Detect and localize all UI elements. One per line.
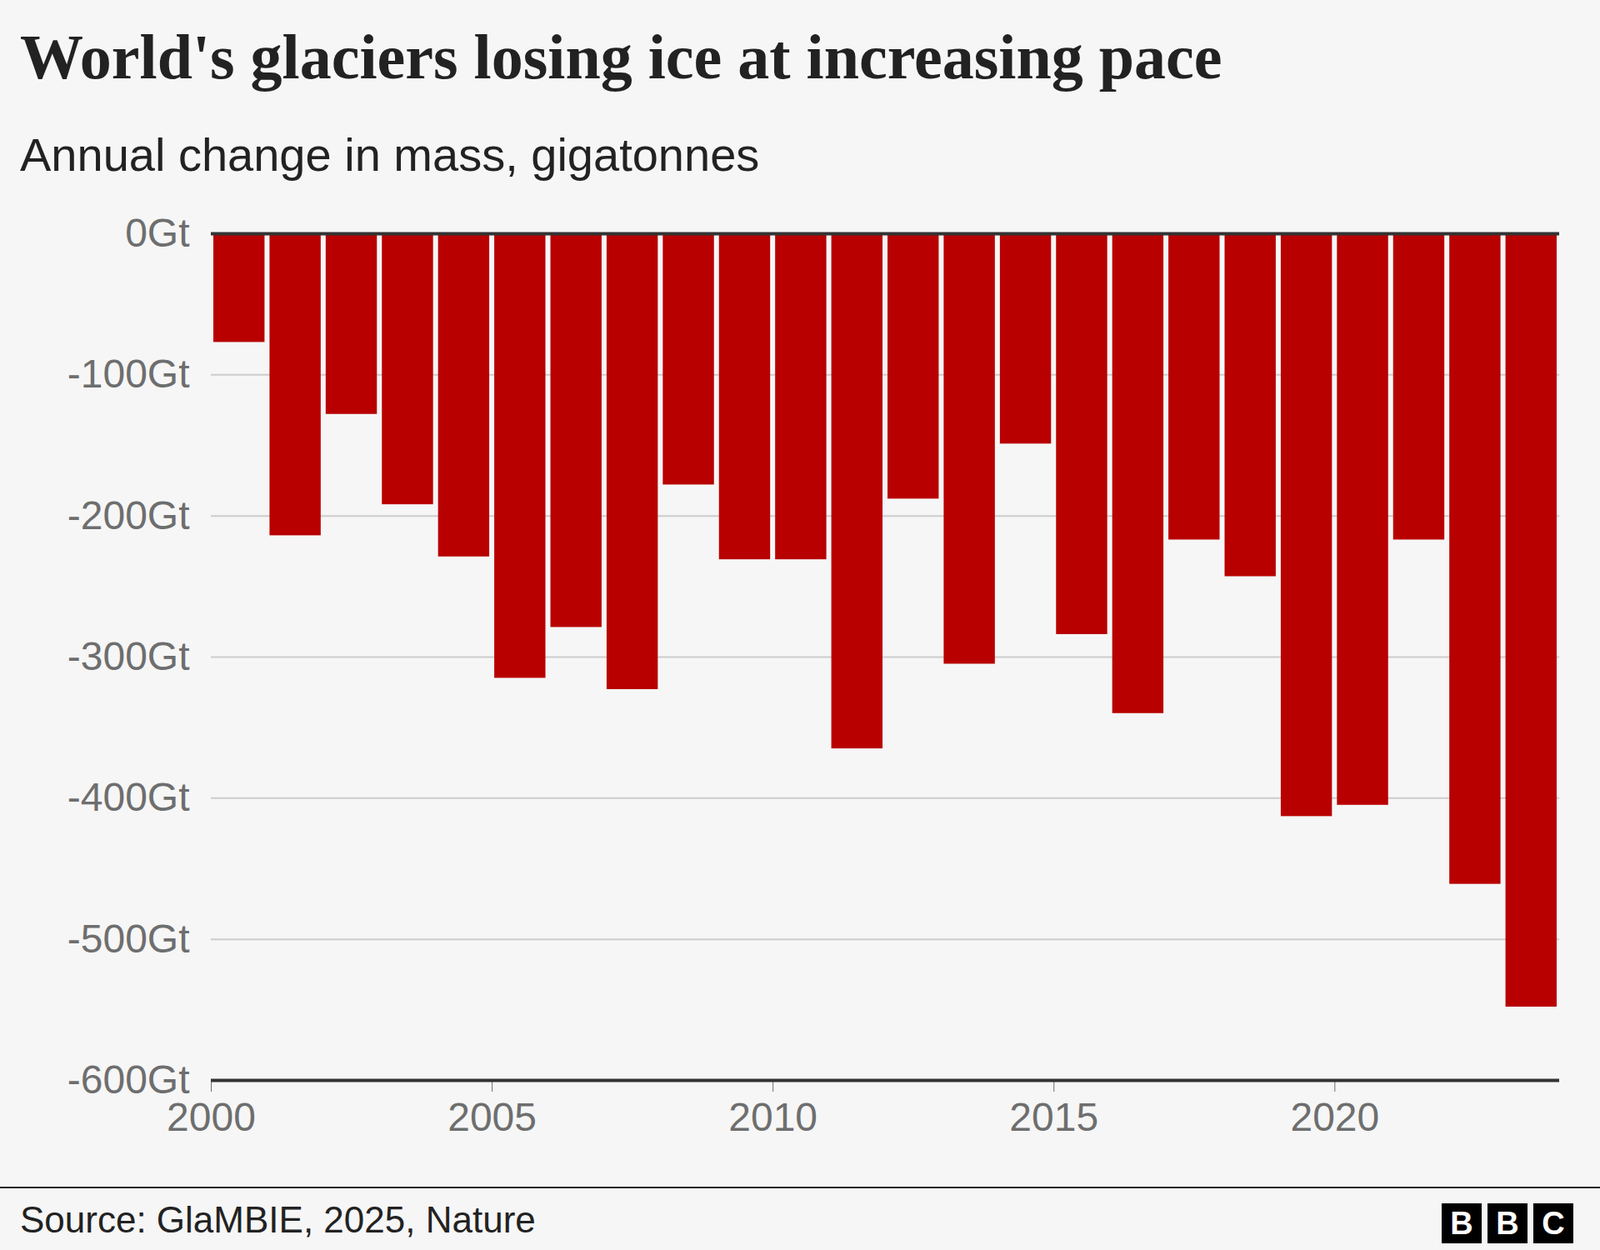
svg-text:2010: 2010	[728, 1095, 818, 1140]
svg-text:2005: 2005	[447, 1095, 537, 1140]
svg-text:-500Gt: -500Gt	[67, 916, 190, 961]
svg-text:2015: 2015	[1009, 1095, 1099, 1140]
svg-text:2020: 2020	[1290, 1095, 1380, 1140]
html-text:World's glaciers losing ice at: World's glaciers losing ice at increasin…	[20, 21, 1223, 92]
html-text:Annual change in mass, gigaton: Annual change in mass, gigatonnes	[20, 128, 760, 181]
html-text:B: B	[1450, 1205, 1474, 1241]
svg-text:-400Gt: -400Gt	[67, 775, 190, 820]
html-text:B: B	[1496, 1205, 1519, 1241]
svg-text:-200Gt: -200Gt	[67, 493, 190, 538]
html-text:Source: GlaMBIE, 2025, Nature: Source: GlaMBIE, 2025, Nature	[20, 1199, 536, 1240]
svg-text:-600Gt: -600Gt	[67, 1057, 190, 1102]
svg-text:2000: 2000	[166, 1095, 256, 1140]
html-text:C: C	[1541, 1205, 1565, 1241]
svg-text:0Gt: 0Gt	[125, 210, 190, 255]
svg-text:-300Gt: -300Gt	[67, 634, 190, 679]
svg-text:-100Gt: -100Gt	[67, 351, 190, 396]
